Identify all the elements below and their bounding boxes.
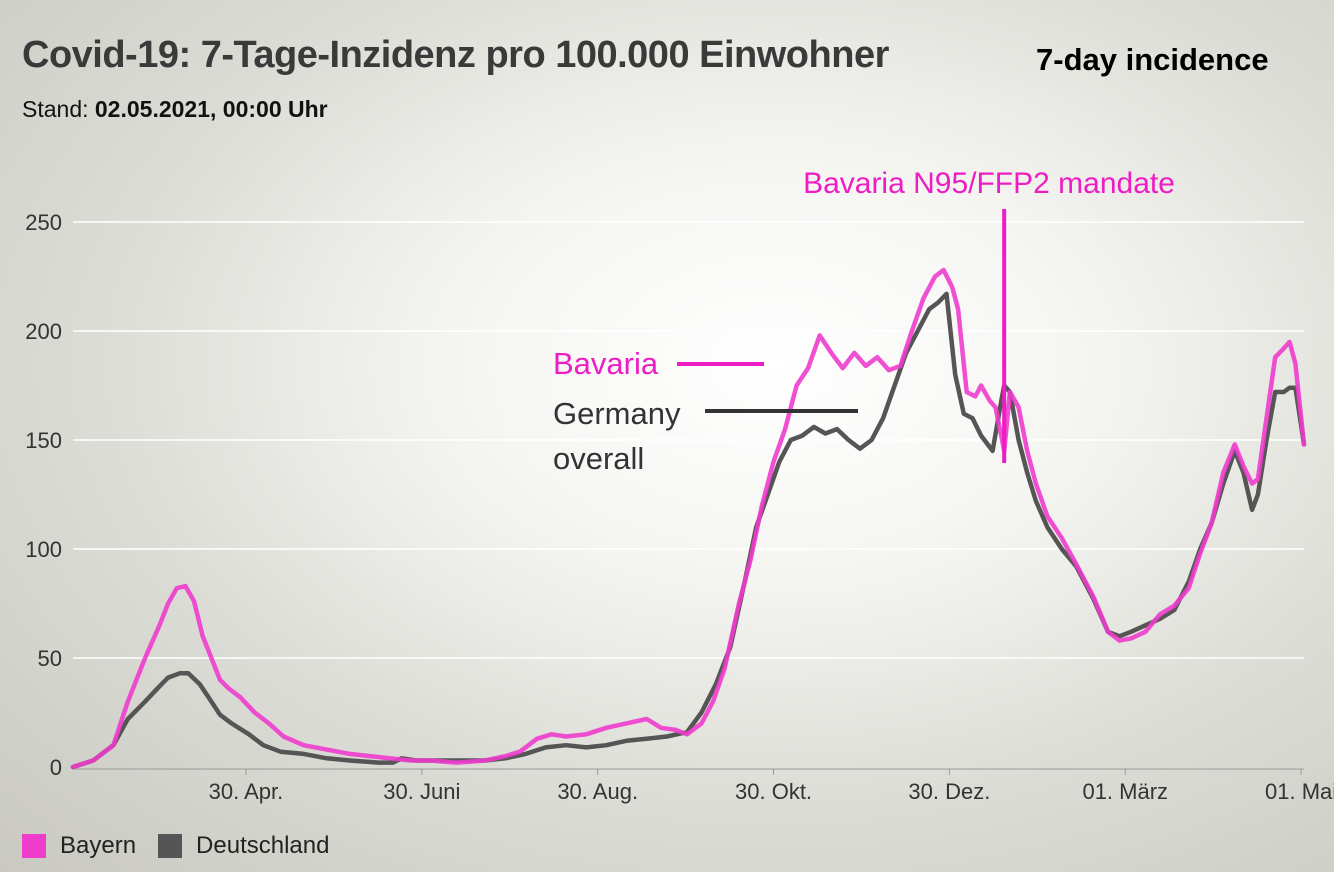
legend-swatch-bayern xyxy=(22,834,46,858)
y-tick-label: 100 xyxy=(25,537,62,562)
chart-title: Covid-19: 7-Tage-Inzidenz pro 100.000 Ei… xyxy=(22,34,889,76)
legend-label-deutschland: Deutschland xyxy=(196,832,330,859)
y-tick-label: 50 xyxy=(38,646,62,671)
incidence-badge: 7-day incidence xyxy=(1036,42,1269,77)
bavaria-annotation-label: Bavaria xyxy=(553,346,659,381)
legend-item-deutschland: Deutschland xyxy=(158,832,329,860)
x-tick-label: 01. März xyxy=(1082,779,1168,804)
x-tick-label: 30. Juni xyxy=(383,779,460,804)
data-timestamp: Stand: 02.05.2021, 00:00 Uhr xyxy=(22,96,328,123)
y-tick-label: 200 xyxy=(25,319,62,344)
y-tick-label: 0 xyxy=(50,755,62,780)
x-tick-label: 30. Okt. xyxy=(735,779,812,804)
germany-annotation-label: Germany xyxy=(553,396,681,431)
series-lines xyxy=(70,267,1307,770)
series-line-bayern xyxy=(70,267,1307,770)
y-tick-label: 150 xyxy=(25,428,62,453)
x-tick-label: 30. Dez. xyxy=(908,779,990,804)
legend-item-bayern: Bayern xyxy=(22,832,136,860)
mandate-annotation-label: Bavaria N95/FFP2 mandate xyxy=(803,167,1175,200)
legend-swatch-deutschland xyxy=(158,834,183,858)
grid-lines xyxy=(73,221,1304,770)
legend: Bayern Deutschland xyxy=(22,832,351,860)
annotations: Bavaria N95/FFP2 mandate Bavaria Germany… xyxy=(553,167,1175,476)
stand-value: 02.05.2021, 00:00 Uhr xyxy=(94,96,328,122)
germany-annotation-label-line2: overall xyxy=(553,441,644,476)
y-tick-label: 250 xyxy=(25,210,62,235)
stand-label: Stand: xyxy=(22,96,89,122)
x-axis-ticks: 30. Apr. 30. Juni 30. Aug. 30. Okt. 30. Dez.… xyxy=(209,769,1334,804)
y-axis-ticks: 0 50 100 150 200 250 xyxy=(25,210,62,780)
legend-label-bayern: Bayern xyxy=(60,832,137,859)
x-tick-label: 30. Aug. xyxy=(557,779,638,804)
x-tick-label: 30. Apr. xyxy=(209,779,284,804)
x-tick-label: 01. Mai xyxy=(1265,779,1334,804)
